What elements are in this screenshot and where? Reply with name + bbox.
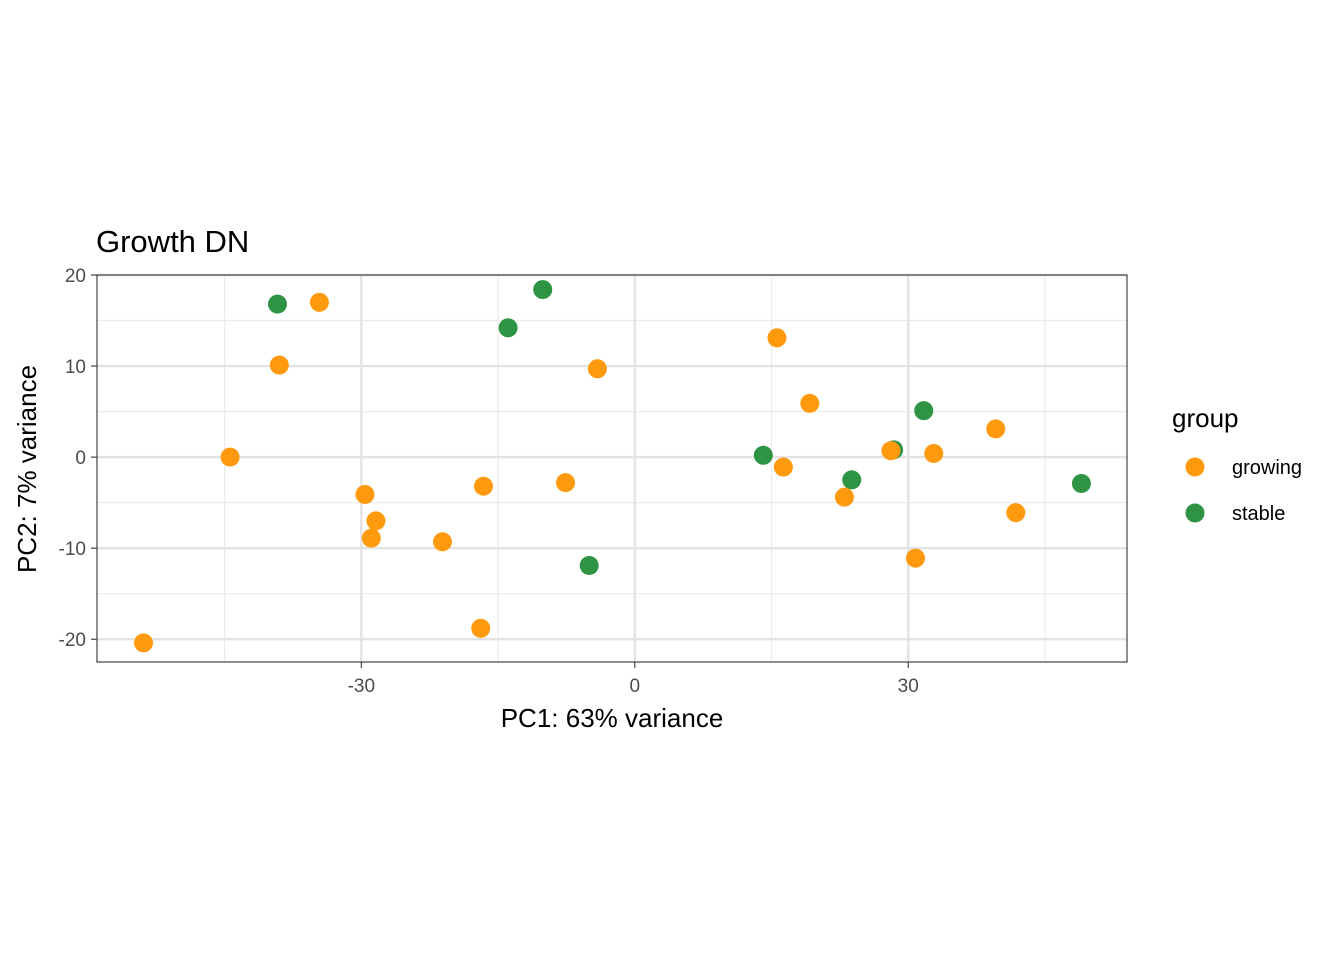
y-tick-label: 0 [75,448,86,469]
x-axis-title: PC1: 63% variance [501,703,724,733]
data-point-growing [473,476,493,496]
y-tick-label: 10 [65,357,86,378]
data-point-growing [432,532,452,552]
legend-entries: growing stable [1185,457,1302,525]
plot-panel-border [96,274,1128,663]
data-point-stable [842,470,862,490]
data-point-growing [924,443,944,463]
data-point-stable [1071,474,1091,494]
data-point-stable [267,294,287,314]
data-point-growing [834,487,854,507]
data-point-growing [773,457,793,477]
data-point-growing [767,328,787,348]
data-point-growing [309,292,329,312]
data-point-stable [533,280,553,300]
data-point-growing [269,355,289,375]
data-point-growing [220,447,240,467]
data-point-growing [366,511,386,531]
data-point-growing [1006,503,1026,523]
legend-key-growing [1185,457,1205,477]
data-point-stable [498,318,518,338]
x-tick-label: 30 [898,676,919,697]
data-point-growing [906,548,926,568]
y-axis: -20 -10 0 10 20 [59,266,97,651]
data-point-growing [133,633,153,653]
legend-label-stable: stable [1232,503,1285,525]
legend-key-stable [1185,503,1205,523]
data-point-growing [986,419,1006,439]
y-tick-label: 20 [65,266,86,287]
data-point-growing [355,484,375,504]
y-axis-title: PC2: 7% variance [12,365,42,573]
chart-title: Growth DN [96,224,249,259]
data-point-stable [753,445,773,465]
data-point-growing [881,441,901,461]
data-point-growing [556,473,576,493]
legend-label-growing: growing [1232,457,1302,479]
data-point-growing [471,618,491,638]
plot-panel [97,275,1127,662]
data-point-growing [587,359,607,379]
data-point-stable [914,401,934,421]
data-point-growing [361,528,381,548]
x-tick-label: -30 [348,676,375,697]
y-tick-label: -10 [59,539,86,560]
data-points [133,280,1091,653]
legend: group growing stable [1172,403,1302,525]
major-gridlines [97,273,1127,662]
x-tick-label: 0 [629,676,640,697]
legend-title: group [1172,403,1239,433]
data-point-stable [579,555,599,575]
x-axis: -30 0 30 [348,662,919,697]
y-tick-label: -20 [59,630,86,651]
data-point-growing [800,393,820,413]
